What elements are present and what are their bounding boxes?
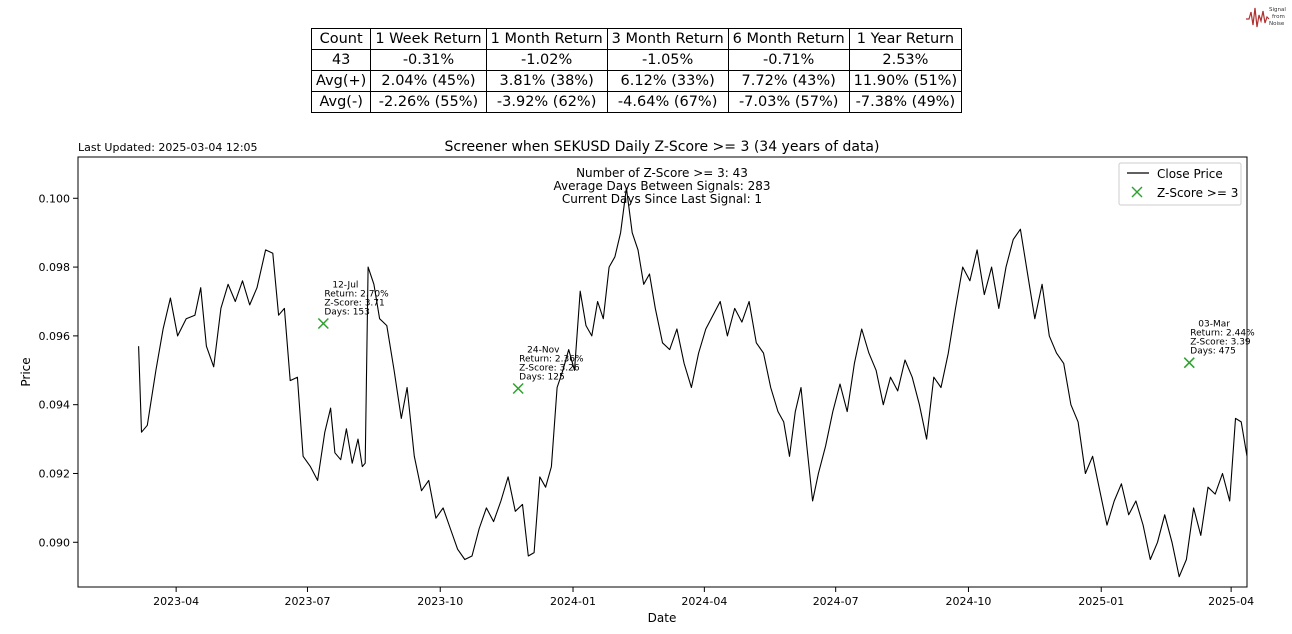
signal-annotation: Return: 2.36%: [519, 355, 584, 365]
signal-marker: [512, 382, 524, 395]
x-tick-label: 2024-07: [813, 595, 859, 608]
x-tick-label: 2024-04: [681, 595, 727, 608]
y-axis-ticks: 0.090 0.092 0.094 0.096 0.098 0.100: [39, 192, 78, 549]
logo-line: Signal: [1269, 7, 1286, 13]
x-tick-label: 2024-10: [945, 595, 991, 608]
table-cell: -7.38% (49%): [848, 91, 963, 113]
logo-waveform-icon: [1246, 7, 1270, 28]
y-tick-label: 0.094: [39, 399, 71, 412]
y-tick-label: 0.100: [39, 192, 71, 205]
signal-annotation: 12-Jul: [332, 280, 358, 290]
table-cell: 2.04% (45%): [370, 70, 487, 92]
close-price-line: [138, 187, 1248, 578]
stats-line: Average Days Between Signals: 283: [553, 179, 770, 193]
x-tick-label: 2025-04: [1208, 595, 1254, 608]
y-tick-label: 0.092: [39, 467, 71, 480]
legend-marker-swatch: [1131, 186, 1143, 198]
signal-marker: [317, 317, 329, 330]
stats-line: Number of Z-Score >= 3: 43: [576, 166, 748, 180]
signal-annotation: Days: 153: [324, 307, 370, 317]
logo-line: from: [1272, 14, 1285, 20]
table-row: 43 -0.31% -1.02% -1.05% -0.71% 2.53%: [310, 49, 963, 71]
y-axis-label: Price: [19, 357, 33, 386]
signal-annotation: Days: 125: [519, 373, 565, 383]
last-updated-label: Last Updated: 2025-03-04 12:05: [78, 141, 258, 154]
signal-annotation: Z-Score: 3.26: [519, 364, 580, 374]
plot-area: [77, 156, 1248, 588]
x-tick-label: 2024-01: [550, 595, 596, 608]
table-row: Avg(+) 2.04% (45%) 3.81% (38%) 6.12% (33…: [310, 70, 963, 92]
signal-marker: [1183, 357, 1195, 369]
header-cell: Count: [310, 28, 372, 50]
signal-annotation: 24-Nov: [527, 346, 560, 356]
legend: Close Price Z-Score >= 3: [1118, 162, 1242, 206]
y-tick-label: 0.098: [39, 261, 71, 274]
table-cell: Avg(-): [310, 91, 372, 113]
signal-annotation: Return: 2.44%: [1190, 329, 1255, 339]
signal-annotation: 03-Mar: [1198, 320, 1230, 330]
y-tick-label: 0.096: [39, 330, 71, 343]
table-cell: Avg(+): [310, 70, 372, 92]
table-row: Avg(-) -2.26% (55%) -3.92% (62%) -4.64% …: [310, 91, 963, 113]
x-tick-label: 2023-04: [153, 595, 199, 608]
x-tick-label: 2025-01: [1078, 595, 1124, 608]
signal-annotation: Days: 475: [1190, 347, 1236, 357]
y-tick-label: 0.090: [39, 536, 71, 549]
signal-annotation: Z-Score: 3.71: [324, 298, 384, 308]
table-cell: -4.64% (67%): [606, 91, 729, 113]
stats-table: Count 1 Week Return 1 Month Return 3 Mon…: [310, 28, 963, 113]
signal-annotation: Z-Score: 3.39: [1190, 338, 1251, 348]
stats-line: Current Days Since Last Signal: 1: [562, 192, 762, 206]
x-axis-label: Date: [648, 611, 677, 625]
table-cell: 7.72% (43%): [727, 70, 850, 92]
legend-label: Close Price: [1157, 167, 1223, 181]
table-cell: 3.81% (38%): [485, 70, 608, 92]
legend-label: Z-Score >= 3: [1157, 186, 1238, 200]
header-cell: 6 Month Return: [727, 28, 850, 50]
signal-annotation: Return: 2.70%: [324, 289, 389, 299]
x-tick-label: 2023-07: [284, 595, 330, 608]
legend-frame: [1118, 162, 1242, 206]
table-cell: 6.12% (33%): [606, 70, 729, 92]
stats-box: Number of Z-Score >= 3: 43 Average Days …: [553, 166, 770, 206]
table-cell: -1.05%: [606, 49, 729, 71]
table-header-row: Count 1 Week Return 1 Month Return 3 Mon…: [310, 28, 963, 50]
table-cell: 11.90% (51%): [848, 70, 963, 92]
x-tick-label: 2023-10: [417, 595, 463, 608]
table-cell: -2.26% (55%): [370, 91, 487, 113]
x-axis-ticks: 2023-04 2023-07 2023-10 2024-01 2024-04 2024-…: [153, 587, 1254, 608]
table-cell: -3.92% (62%): [485, 91, 608, 113]
signal-from-noise-logo: Signal from Noise: [1246, 7, 1286, 28]
chart-title: Screener when SEKUSD Daily Z-Score >= 3 …: [445, 139, 880, 155]
header-cell: 1 Year Return: [848, 28, 963, 50]
logo-line: Noise: [1269, 21, 1285, 27]
